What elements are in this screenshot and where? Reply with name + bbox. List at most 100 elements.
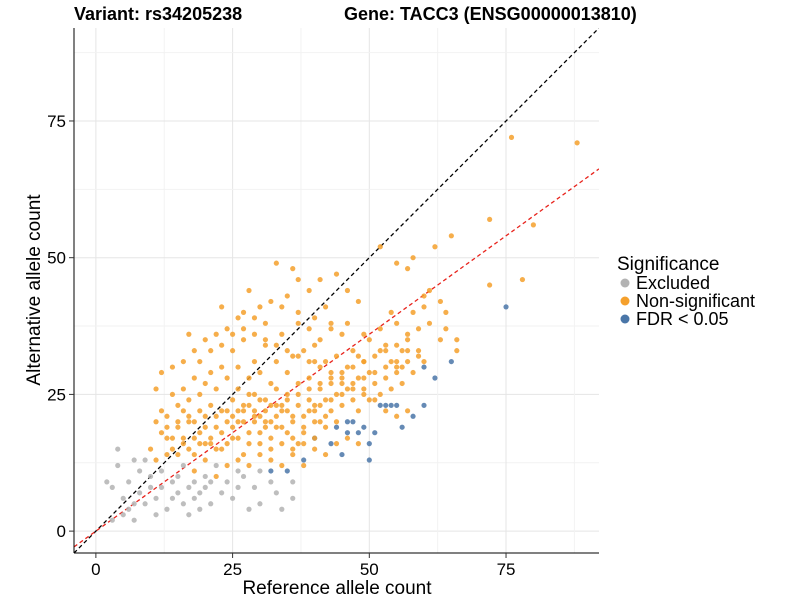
point-non-significant: [175, 402, 181, 408]
point-non-significant: [487, 282, 493, 288]
point-non-significant: [317, 276, 323, 283]
point-non-significant: [301, 413, 307, 419]
point-non-significant: [164, 451, 170, 458]
point-non-significant: [246, 441, 252, 447]
point-non-significant: [240, 326, 247, 332]
point-non-significant: [257, 369, 263, 376]
point-non-significant: [312, 315, 318, 321]
point-non-significant: [273, 402, 279, 408]
point-fdr-0-05: [350, 419, 356, 425]
point-non-significant: [415, 348, 422, 354]
point-non-significant: [257, 451, 263, 458]
point-fdr-0-05: [268, 468, 274, 474]
point-non-significant: [339, 380, 345, 387]
point-excluded: [257, 468, 263, 474]
point-excluded: [290, 479, 296, 485]
point-excluded: [279, 506, 285, 512]
point-fdr-0-05: [328, 441, 334, 447]
y-tick-label: 25: [47, 385, 66, 404]
point-fdr-0-05: [366, 441, 372, 447]
point-non-significant: [202, 441, 208, 447]
point-non-significant: [268, 298, 274, 305]
point-non-significant: [355, 441, 361, 447]
y-tick-label: 0: [57, 522, 66, 541]
point-non-significant: [197, 391, 203, 398]
point-excluded: [115, 462, 121, 469]
point-non-significant: [191, 451, 197, 458]
point-excluded: [224, 479, 230, 485]
point-excluded: [197, 506, 203, 512]
point-non-significant: [306, 386, 312, 392]
point-excluded: [180, 501, 186, 507]
point-excluded: [158, 468, 165, 474]
point-non-significant: [361, 391, 367, 398]
point-non-significant: [415, 326, 422, 332]
point-non-significant: [153, 419, 159, 425]
point-non-significant: [344, 364, 351, 370]
point-non-significant: [312, 402, 318, 408]
point-non-significant: [372, 397, 378, 403]
point-non-significant: [421, 358, 427, 365]
point-excluded: [180, 462, 186, 469]
point-fdr-0-05: [394, 402, 400, 408]
point-excluded: [104, 479, 110, 485]
point-non-significant: [224, 419, 230, 425]
point-non-significant: [213, 413, 219, 419]
point-non-significant: [290, 435, 296, 441]
point-non-significant: [240, 402, 247, 408]
point-non-significant: [350, 364, 356, 370]
point-non-significant: [301, 424, 307, 430]
point-non-significant: [361, 331, 367, 337]
point-non-significant: [213, 424, 219, 430]
point-non-significant: [169, 364, 176, 370]
point-non-significant: [454, 337, 460, 343]
point-non-significant: [328, 375, 334, 381]
point-non-significant: [377, 244, 383, 250]
point-non-significant: [208, 369, 214, 376]
point-fdr-0-05: [333, 424, 340, 430]
point-non-significant: [197, 358, 203, 365]
point-non-significant: [164, 435, 170, 441]
point-non-significant: [257, 430, 263, 436]
point-non-significant: [322, 397, 329, 403]
point-non-significant: [186, 331, 192, 337]
point-excluded: [164, 506, 170, 512]
point-fdr-0-05: [383, 402, 389, 408]
point-excluded: [213, 462, 219, 469]
point-non-significant: [394, 320, 400, 326]
point-non-significant: [355, 375, 361, 381]
point-excluded: [131, 457, 137, 463]
point-non-significant: [295, 441, 301, 447]
point-non-significant: [328, 397, 334, 403]
point-non-significant: [246, 391, 252, 398]
point-non-significant: [158, 369, 165, 376]
point-non-significant: [273, 424, 279, 430]
point-fdr-0-05: [301, 457, 307, 463]
point-non-significant: [415, 353, 422, 359]
point-non-significant: [147, 446, 154, 452]
point-excluded: [142, 501, 148, 507]
point-non-significant: [437, 298, 444, 305]
point-non-significant: [328, 369, 334, 376]
point-non-significant: [344, 287, 351, 294]
point-excluded: [240, 473, 247, 480]
point-non-significant: [213, 386, 219, 392]
point-excluded: [202, 484, 208, 490]
point-non-significant: [350, 380, 356, 387]
point-excluded: [268, 479, 274, 485]
point-non-significant: [361, 386, 367, 392]
point-non-significant: [235, 435, 241, 441]
point-excluded: [251, 484, 258, 490]
point-non-significant: [229, 348, 236, 354]
point-non-significant: [394, 358, 400, 365]
point-non-significant: [169, 391, 176, 398]
point-fdr-0-05: [284, 468, 290, 474]
point-non-significant: [333, 441, 340, 447]
point-fdr-0-05: [366, 457, 372, 463]
point-fdr-0-05: [432, 375, 438, 381]
point-non-significant: [404, 337, 411, 343]
point-non-significant: [339, 391, 345, 398]
point-non-significant: [202, 424, 208, 430]
point-non-significant: [202, 337, 208, 343]
point-non-significant: [251, 391, 258, 398]
